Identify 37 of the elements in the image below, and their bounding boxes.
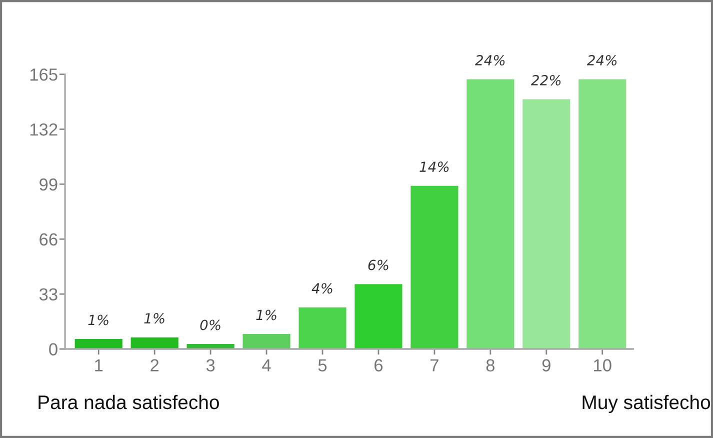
bar [130, 337, 178, 349]
annotation: 6% [368, 260, 388, 270]
bar [522, 99, 570, 349]
annotation: 22% [531, 74, 561, 86]
y-tick-label: 132 [30, 123, 58, 136]
bar [466, 79, 514, 349]
y-tick-label: 66 [40, 233, 58, 246]
x-tick-label: 6 [374, 359, 383, 372]
y-tick-label: 33 [39, 288, 58, 301]
bar [242, 334, 290, 349]
x-tick-label: 8 [486, 359, 494, 372]
x-tick-label: 2 [150, 359, 159, 372]
annotation: 0% [200, 320, 220, 330]
y-tick-label: 99 [40, 178, 58, 191]
bar [298, 307, 346, 349]
annotation: 4% [312, 283, 332, 294]
annotation: 24% [586, 54, 617, 66]
x-tick-label: 3 [206, 359, 215, 372]
annotation: 14% [420, 162, 449, 172]
y-tick-label: 165 [30, 68, 58, 81]
y-tick-label: 0 [49, 343, 58, 356]
annotation: 1% [256, 310, 276, 320]
text: Para nada satisfecho [38, 394, 219, 410]
bar [354, 284, 402, 349]
text: Muy satisfecho [582, 394, 710, 414]
annotation: 1% [88, 314, 108, 326]
bar [410, 186, 458, 349]
x-tick-label: 10 [594, 359, 612, 372]
bar [74, 339, 122, 349]
x-tick-label: 9 [542, 359, 550, 372]
bar [578, 79, 626, 349]
annotation: 24% [475, 54, 505, 66]
x-tick-label: 7 [430, 359, 438, 372]
x-tick-label: 5 [318, 359, 327, 372]
x-tick-label: 4 [262, 359, 271, 372]
x-tick-label: 1 [95, 359, 103, 372]
annotation: 1% [144, 313, 164, 324]
